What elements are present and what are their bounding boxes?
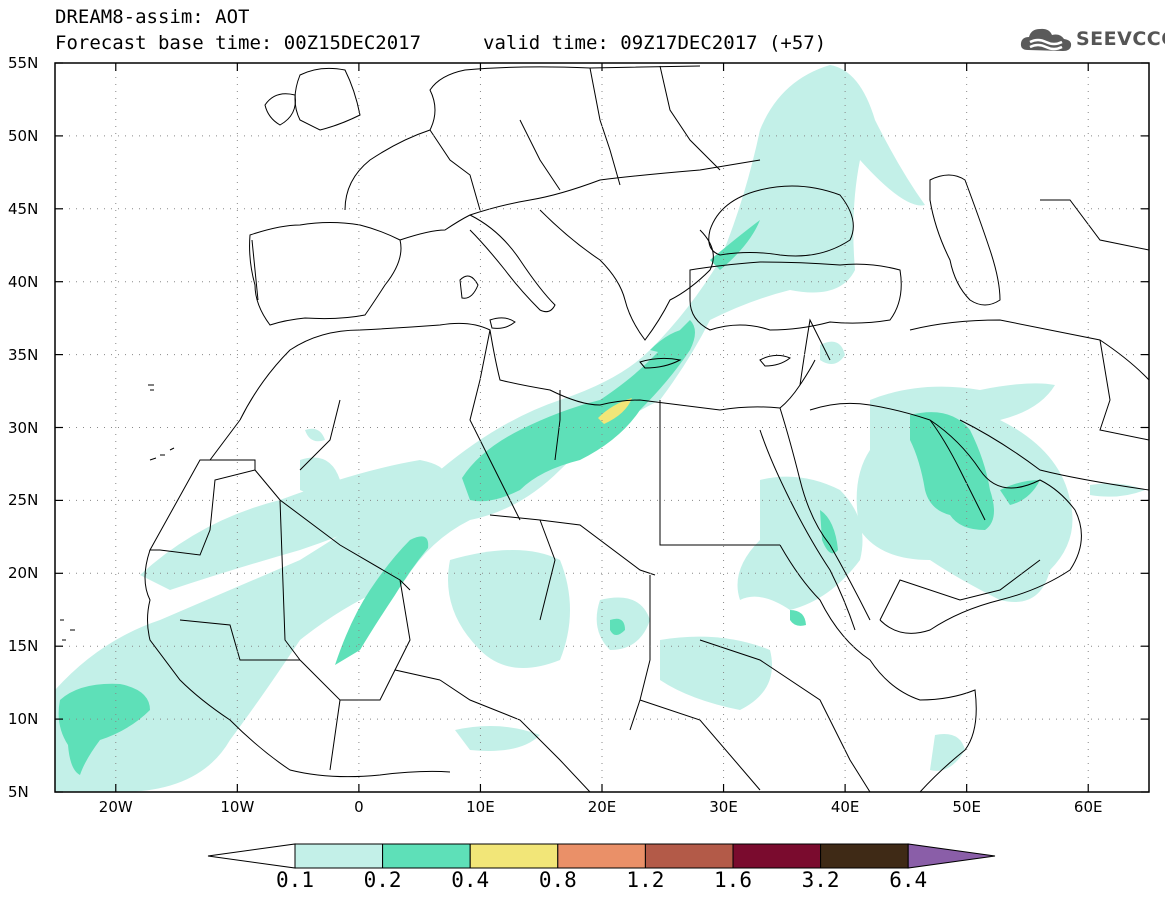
coastlines-borders [60,65,1149,792]
axis-ticks [55,62,1149,793]
colorbar-level-label: 6.4 [889,868,928,892]
colorbar-arrow-high [907,843,996,869]
colorbar-level-label: 0.1 [276,868,314,892]
lat-label: 5N [8,783,29,801]
lat-label: 35N [8,345,39,364]
lon-label: 0 [354,798,364,816]
map-title: DREAM8-assim: AOT [55,6,250,28]
colorbar-level-label: 1.6 [714,868,752,892]
lon-label: 20E [587,798,617,816]
colorbar-level-label: 3.2 [801,868,840,892]
colorbar-swatch [644,843,734,869]
cloud-icon [1020,28,1072,51]
lat-label: 25N [8,491,39,510]
lat-label: 40N [8,272,39,291]
colorbar-swatch [820,843,909,869]
colorbar-swatch [469,843,559,869]
valid-time: valid time: 09Z17DEC2017 (+57) [483,32,827,54]
colorbar-swatch [294,843,384,869]
lon-label: 40E [830,798,860,816]
aot-field-high [598,398,632,424]
colorbar-arrow-low [207,843,296,869]
lat-lon-grid [55,63,1149,792]
colorbar-level-label: 0.2 [363,868,402,892]
lat-label: 45N [8,199,39,218]
colorbar-swatch [732,843,822,869]
colorbar-swatch [382,843,471,869]
lon-label: 10W [220,798,255,816]
lat-label: 55N [8,54,39,72]
lat-label: 50N [8,126,39,145]
lat-label: 15N [8,637,39,656]
lon-label: 20W [98,798,133,816]
colorbar-level-label: 0.4 [451,868,490,892]
colorbar-level-label: 0.8 [538,868,577,892]
lon-label: 50E [952,798,981,816]
forecast-base-time: Forecast base time: 00Z15DEC2017 [55,32,422,54]
lat-label: 10N [8,710,39,729]
lon-label: 60E [1073,798,1103,816]
seevccc-logo: SEEVCCC [1018,24,1165,56]
logo-text: SEEVCCC [1076,28,1165,50]
lon-label: 10E [466,798,495,816]
lat-label: 30N [8,418,39,437]
lat-label: 20N [8,564,39,583]
lon-label: 30E [709,798,738,816]
colorbar-swatch [557,843,646,869]
colorbar-level-label: 1.2 [626,868,665,892]
